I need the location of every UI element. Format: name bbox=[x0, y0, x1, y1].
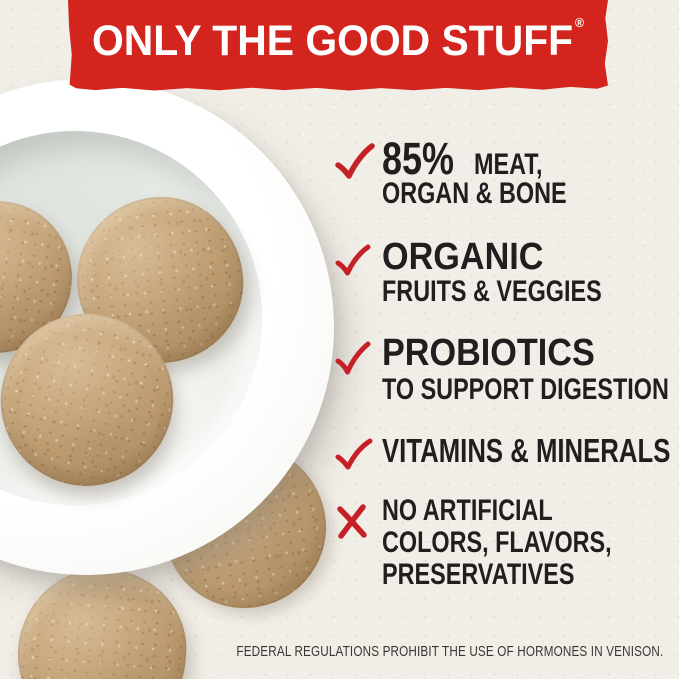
disclaimer-text: FEDERAL REGULATIONS PROHIBIT THE USE OF … bbox=[236, 643, 663, 660]
check-icon bbox=[335, 244, 377, 278]
cross-icon bbox=[335, 503, 377, 539]
registered-trademark: ® bbox=[574, 15, 585, 30]
item-line: NO ARTIFICIAL bbox=[382, 494, 553, 527]
check-icon bbox=[335, 143, 377, 181]
checklist-item-meat: 85% MEAT, ORGAN & BONE bbox=[335, 136, 619, 209]
checklist-item-vitamins: VITAMINS & MINERALS bbox=[335, 434, 679, 472]
checklist-item-organic: ORGANIC FRUITS & VEGGIES bbox=[335, 238, 664, 307]
item-subline: FRUITS & VEGGIES bbox=[382, 275, 602, 308]
food-patty bbox=[10, 561, 194, 679]
item-subline: TO SUPPORT DIGESTION bbox=[382, 373, 669, 406]
check-icon bbox=[335, 438, 377, 472]
item-line: PRESERVATIVES bbox=[382, 558, 575, 591]
checklist-item-no-artificial: NO ARTIFICIAL COLORS, FLAVORS, PRESERVAT… bbox=[335, 494, 676, 593]
item-line: VITAMINS & MINERALS bbox=[382, 432, 671, 469]
item-subline: ORGAN & BONE bbox=[382, 177, 567, 210]
checklist-item-probiotics: PROBIOTICS TO SUPPORT DIGESTION bbox=[335, 334, 679, 405]
item-headline-suffix: MEAT, bbox=[474, 148, 543, 181]
item-line: COLORS, FLAVORS, bbox=[382, 526, 612, 559]
item-headline: ORGANIC bbox=[382, 236, 544, 278]
item-headline: PROBIOTICS bbox=[382, 332, 595, 374]
banner: ONLY THE GOOD STUFF ® bbox=[68, 0, 608, 91]
item-headline: 85% bbox=[382, 133, 455, 184]
check-icon bbox=[335, 341, 377, 377]
banner-title: ONLY THE GOOD STUFF ® bbox=[91, 15, 585, 65]
